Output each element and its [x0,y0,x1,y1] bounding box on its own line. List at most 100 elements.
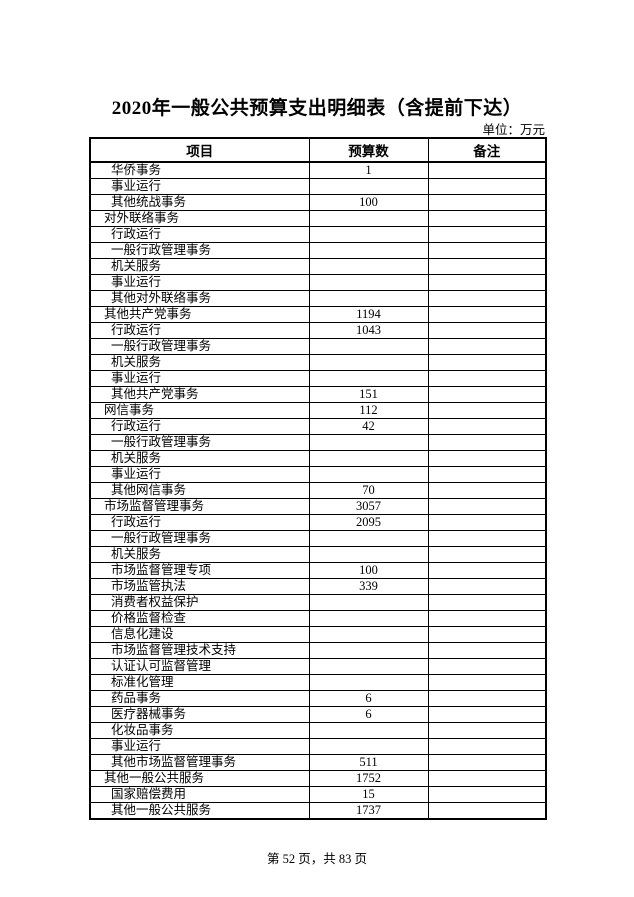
budget-cell [308,610,429,627]
note-cell [427,802,547,820]
item-cell: 化妆品事务 [89,722,310,739]
item-cell: 机关服务 [89,258,310,275]
item-cell: 信息化建设 [89,626,310,643]
budget-cell: 1737 [308,802,429,820]
table-row: 机关服务 [89,546,547,563]
item-cell: 事业运行 [89,466,310,483]
budget-cell: 100 [308,562,429,579]
budget-cell [308,594,429,611]
item-cell: 行政运行 [89,322,310,339]
note-cell [427,258,547,275]
item-cell: 其他共产党事务 [89,386,310,403]
table-row: 药品事务 6 [89,690,547,707]
note-cell [427,338,547,355]
note-cell [427,482,547,499]
table-header: 项目 预算数 备注 [89,137,547,163]
budget-cell: 112 [308,402,429,419]
budget-cell: 511 [308,754,429,771]
budget-cell [308,466,429,483]
note-cell [427,642,547,659]
table-row: 机关服务 [89,450,547,467]
note-cell [427,178,547,195]
note-cell [427,386,547,403]
note-cell [427,226,547,243]
table-row: 事业运行 [89,466,547,483]
table-row: 其他共产党事务 1194 [89,306,547,323]
budget-cell: 1 [308,161,429,179]
table-row: 对外联络事务 [89,210,547,227]
table-row: 事业运行 [89,370,547,387]
budget-cell: 151 [308,386,429,403]
table-row: 行政运行 2095 [89,514,547,531]
note-cell [427,562,547,579]
table-row: 一般行政管理事务 [89,530,547,547]
item-cell: 其他统战事务 [89,194,310,211]
note-cell [427,754,547,771]
header-row: 项目 预算数 备注 [89,137,547,163]
budget-cell: 100 [308,194,429,211]
item-cell: 对外联络事务 [89,210,310,227]
table-row: 市场监督管理事务 3057 [89,498,547,515]
budget-cell: 6 [308,706,429,723]
budget-cell [308,450,429,467]
budget-cell: 42 [308,418,429,435]
table-row: 市场监管执法 339 [89,578,547,595]
note-cell [427,546,547,563]
budget-cell: 1752 [308,770,429,787]
budget-cell: 70 [308,482,429,499]
note-cell [427,274,547,291]
note-cell [427,738,547,755]
note-cell [427,161,547,179]
table-row: 一般行政管理事务 [89,242,547,259]
note-cell [427,194,547,211]
note-cell [427,434,547,451]
note-cell [427,290,547,307]
note-cell [427,498,547,515]
note-cell [427,354,547,371]
note-cell [427,722,547,739]
budget-cell [308,642,429,659]
item-cell: 药品事务 [89,690,310,707]
column-header-item: 项目 [89,137,310,163]
item-cell: 其他对外联络事务 [89,290,310,307]
item-cell: 事业运行 [89,178,310,195]
table-row: 其他一般公共服务 1752 [89,770,547,787]
note-cell [427,674,547,691]
item-cell: 一般行政管理事务 [89,242,310,259]
budget-cell [308,674,429,691]
budget-cell [308,722,429,739]
note-cell [427,594,547,611]
item-cell: 标准化管理 [89,674,310,691]
budget-cell: 2095 [308,514,429,531]
column-header-budget: 预算数 [308,137,429,163]
item-cell: 机关服务 [89,450,310,467]
table-row: 网信事务 112 [89,402,547,419]
unit-label: 单位：万元 [482,123,545,137]
item-cell: 市场监督管理专项 [89,562,310,579]
item-cell: 一般行政管理事务 [89,530,310,547]
budget-cell [308,242,429,259]
note-cell [427,402,547,419]
table-row: 市场监督管理专项 100 [89,562,547,579]
note-cell [427,418,547,435]
item-cell: 消费者权益保护 [89,594,310,611]
item-cell: 华侨事务 [89,161,310,179]
table-row: 其他网信事务 70 [89,482,547,499]
note-cell [427,370,547,387]
note-cell [427,786,547,803]
table-row: 价格监督检查 [89,610,547,627]
item-cell: 行政运行 [89,226,310,243]
note-cell [427,610,547,627]
note-cell [427,306,547,323]
table-row: 标准化管理 [89,674,547,691]
budget-cell [308,434,429,451]
note-cell [427,322,547,339]
item-cell: 医疗器械事务 [89,706,310,723]
table-row: 事业运行 [89,738,547,755]
item-cell: 市场监管执法 [89,578,310,595]
item-cell: 认证认可监督管理 [89,658,310,675]
table-row: 其他市场监督管理事务 511 [89,754,547,771]
table-row: 医疗器械事务 6 [89,706,547,723]
table-row: 其他对外联络事务 [89,290,547,307]
